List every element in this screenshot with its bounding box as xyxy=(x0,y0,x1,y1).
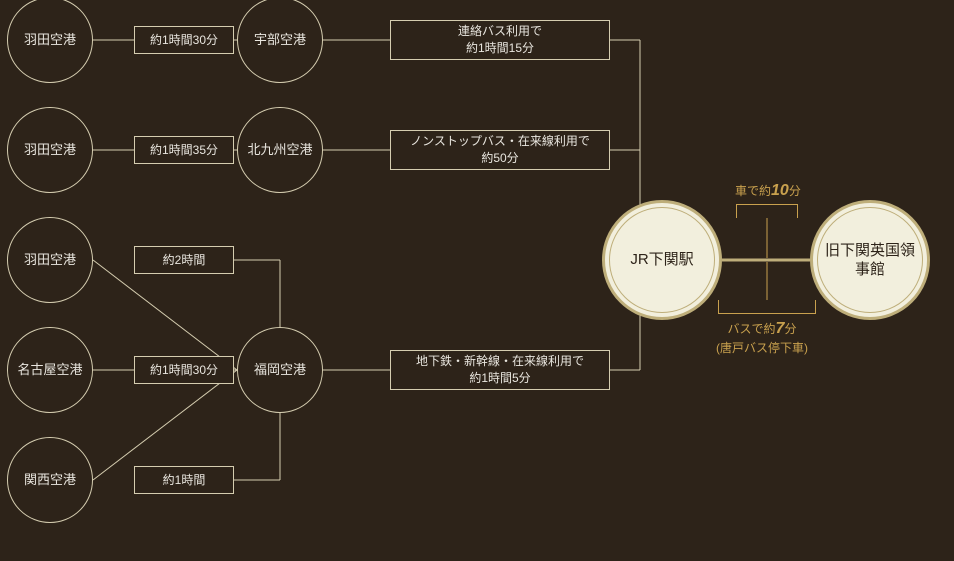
origin-node-haneda3: 羽田空港 xyxy=(7,217,93,303)
transfer-box: 連絡バス利用で約1時間15分 xyxy=(390,20,610,60)
hub-node-ube: 宇部空港 xyxy=(237,0,323,83)
transfer-desc: 地下鉄・新幹線・在来線利用で約1時間5分 xyxy=(416,353,584,387)
origin-node-haneda2: 羽田空港 xyxy=(7,107,93,193)
origin-node-nagoya: 名古屋空港 xyxy=(7,327,93,413)
origin-label: 名古屋空港 xyxy=(17,362,82,379)
flight-duration-box: 約1時間30分 xyxy=(134,26,234,54)
origin-label: 羽田空港 xyxy=(24,252,76,269)
transfer-desc: ノンストップバス・在来線利用で約50分 xyxy=(410,133,590,167)
origin-node-haneda1: 羽田空港 xyxy=(7,0,93,83)
flight-duration-label: 約1時間30分 xyxy=(150,362,218,379)
station-inner-ring: JR下関駅 xyxy=(609,207,715,313)
hub-label: 北九州空港 xyxy=(247,142,312,159)
final-leg-top-bracket xyxy=(736,204,798,218)
station-node-jr: JR下関駅 xyxy=(602,200,722,320)
flight-duration-label: 約1時間35分 xyxy=(150,142,218,159)
transfer-desc: 連絡バス利用で約1時間15分 xyxy=(458,23,542,57)
origin-label: 羽田空港 xyxy=(24,142,76,159)
final-leg-bottom-bracket xyxy=(718,300,816,314)
flight-duration-box: 約1時間 xyxy=(134,466,234,494)
transfer-box: 地下鉄・新幹線・在来線利用で約1時間5分 xyxy=(390,350,610,390)
destination-node-consulate: 旧下関英国領事館 xyxy=(810,200,930,320)
station-label: JR下関駅 xyxy=(630,250,693,270)
flight-duration-label: 約1時間30分 xyxy=(150,32,218,49)
hub-label: 福岡空港 xyxy=(254,362,306,379)
hub-node-kitakyushu: 北九州空港 xyxy=(237,107,323,193)
final-leg-car-label: 車で約10分 xyxy=(735,180,801,202)
flight-duration-box: 約2時間 xyxy=(134,246,234,274)
flight-duration-box: 約1時間35分 xyxy=(134,136,234,164)
hub-node-fukuoka: 福岡空港 xyxy=(237,327,323,413)
origin-label: 関西空港 xyxy=(24,472,76,489)
hub-label: 宇部空港 xyxy=(254,32,306,49)
final-leg-bus-label: バスで約7分(唐戸バス停下車) xyxy=(716,318,808,357)
destination-label: 旧下関英国領事館 xyxy=(818,241,922,280)
flight-duration-label: 約1時間 xyxy=(163,472,206,489)
flight-duration-label: 約2時間 xyxy=(163,252,206,269)
destination-inner-ring: 旧下関英国領事館 xyxy=(817,207,923,313)
flight-duration-box: 約1時間30分 xyxy=(134,356,234,384)
origin-label: 羽田空港 xyxy=(24,32,76,49)
transfer-box: ノンストップバス・在来線利用で約50分 xyxy=(390,130,610,170)
origin-node-kansai: 関西空港 xyxy=(7,437,93,523)
